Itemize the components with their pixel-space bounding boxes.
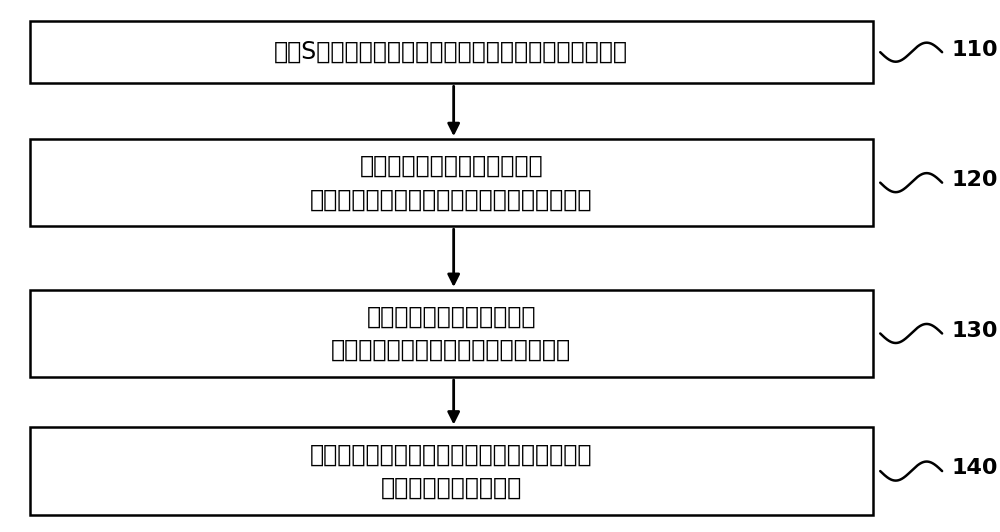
Text: 140: 140: [952, 459, 998, 478]
Text: 根据约简的留数梯度矢量，
确定对应各频率的全频率的二次项矩阵: 根据约简的留数梯度矢量， 确定对应各频率的全频率的二次项矩阵: [331, 305, 571, 362]
FancyBboxPatch shape: [30, 290, 873, 377]
Text: 计算S参数矢量拟合输出的各极点在各频率下的频率响应: 计算S参数矢量拟合输出的各极点在各频率下的频率响应: [274, 40, 628, 64]
Text: 120: 120: [952, 170, 998, 190]
Text: 110: 110: [952, 39, 998, 60]
Text: 根据各极点的所述频率响应，
确定对应于所述各频率的约简的留数梯度矢量: 根据各极点的所述频率响应， 确定对应于所述各频率的约简的留数梯度矢量: [310, 154, 593, 211]
FancyBboxPatch shape: [30, 427, 873, 515]
Text: 130: 130: [952, 321, 998, 341]
FancyBboxPatch shape: [30, 21, 873, 84]
FancyBboxPatch shape: [30, 139, 873, 226]
Text: 对全频率的二次项矩阵进行克罗内克积运算，
得到最终的二次项矩阵: 对全频率的二次项矩阵进行克罗内克积运算， 得到最终的二次项矩阵: [310, 442, 593, 500]
